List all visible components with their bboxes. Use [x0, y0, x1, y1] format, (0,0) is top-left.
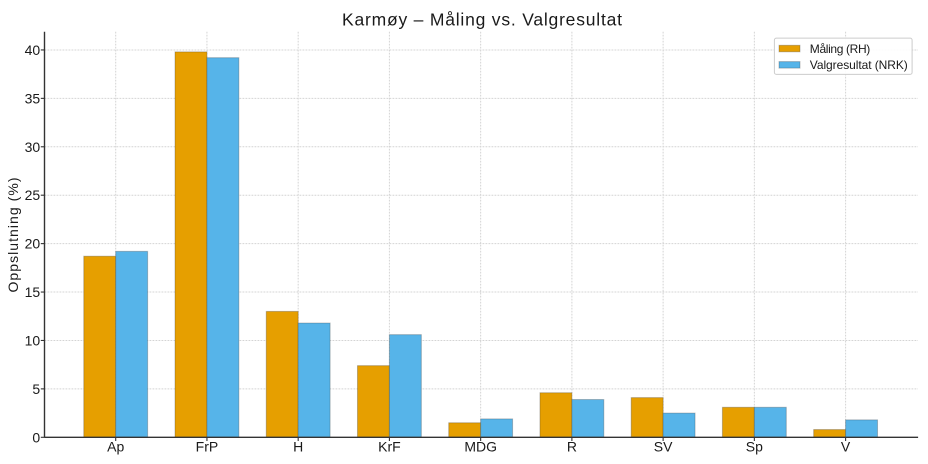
- svg-text:R: R: [567, 439, 577, 455]
- svg-text:35: 35: [25, 90, 41, 106]
- svg-text:V: V: [841, 439, 851, 455]
- svg-text:5: 5: [32, 381, 40, 397]
- svg-text:20: 20: [25, 236, 41, 252]
- svg-text:Karmøy – Måling vs. Valgresult: Karmøy – Måling vs. Valgresultat: [342, 10, 622, 30]
- svg-text:0: 0: [32, 429, 40, 445]
- svg-text:KrF: KrF: [378, 439, 401, 455]
- svg-text:Ap: Ap: [107, 439, 124, 455]
- svg-text:Valgresultat (NRK): Valgresultat (NRK): [810, 58, 908, 72]
- svg-text:Oppslutning (%): Oppslutning (%): [5, 178, 21, 293]
- svg-text:25: 25: [25, 187, 41, 203]
- svg-text:FrP: FrP: [196, 439, 219, 455]
- svg-text:Måling (RH): Måling (RH): [810, 42, 871, 56]
- svg-text:MDG: MDG: [464, 439, 497, 455]
- svg-text:Sp: Sp: [746, 439, 763, 455]
- svg-text:10: 10: [25, 332, 41, 348]
- svg-text:SV: SV: [654, 439, 673, 455]
- svg-text:30: 30: [25, 139, 41, 155]
- svg-text:H: H: [293, 439, 303, 455]
- svg-text:15: 15: [25, 284, 41, 300]
- svg-text:40: 40: [25, 42, 41, 58]
